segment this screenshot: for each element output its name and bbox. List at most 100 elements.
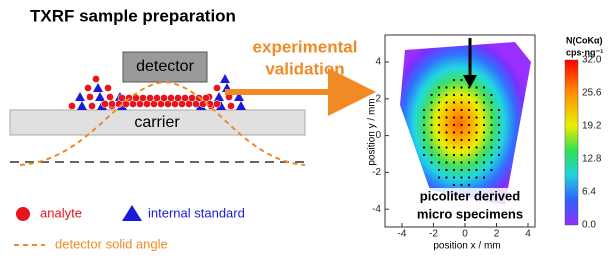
specimen-dot — [430, 116, 432, 118]
specimen-dot — [483, 116, 485, 118]
specimen-dot — [445, 169, 447, 171]
y-tick-label: -2 — [372, 167, 381, 178]
specimen-dot — [453, 109, 455, 111]
specimen-dot — [483, 161, 485, 163]
analyte-particle — [227, 102, 234, 109]
specimen-dot — [460, 101, 462, 103]
specimen-dot — [460, 109, 462, 111]
specimen-dot — [460, 139, 462, 141]
specimen-dot — [438, 124, 440, 126]
x-axis-label: position x / mm — [433, 241, 500, 252]
analyte-particle — [92, 75, 99, 82]
specimen-dot — [460, 124, 462, 126]
specimen-dot — [468, 161, 470, 163]
specimen-dot — [430, 161, 432, 163]
specimen-dot — [490, 139, 492, 141]
specimen-dot — [438, 139, 440, 141]
specimen-dot — [460, 131, 462, 133]
specimen-dot — [468, 94, 470, 96]
analyte-particle — [104, 84, 111, 91]
specimen-dot — [460, 146, 462, 148]
specimen-dot — [445, 116, 447, 118]
analyte-symbol — [16, 207, 30, 221]
specimen-dot — [475, 86, 477, 88]
analyte-particle — [84, 84, 91, 91]
colorbar-tick-label: 19.2 — [582, 121, 602, 132]
legend-solid-angle: detector solid angle — [55, 236, 168, 251]
specimen-dot — [438, 86, 440, 88]
figure: TXRF sample preparation detector carrier… — [0, 0, 611, 263]
specimen-dot — [468, 124, 470, 126]
specimen-dot — [460, 116, 462, 118]
specimen-dot — [490, 161, 492, 163]
analyte-particle — [86, 93, 93, 100]
colorbar — [565, 60, 578, 225]
analyte-particle — [213, 100, 220, 107]
specimen-dot — [460, 169, 462, 171]
specimen-dot — [460, 184, 462, 186]
specimen-dot — [438, 154, 440, 156]
specimen-dot — [475, 176, 477, 178]
specimen-dot — [498, 154, 500, 156]
specimen-dot — [483, 176, 485, 178]
specimen-dot — [445, 124, 447, 126]
specimen-dot — [445, 109, 447, 111]
specimen-dot — [460, 154, 462, 156]
x-tick-label: 2 — [494, 229, 500, 240]
analyte-particle — [213, 84, 220, 91]
specimen-dot — [453, 101, 455, 103]
specimen-dot — [468, 176, 470, 178]
specimen-dot — [423, 116, 425, 118]
specimen-dot — [483, 146, 485, 148]
standard-particle — [93, 83, 103, 92]
carrier-label: carrier — [134, 114, 180, 131]
specimen-dot — [468, 116, 470, 118]
specimen-dot — [475, 146, 477, 148]
specimen-dot — [490, 169, 492, 171]
specimen-dot — [430, 146, 432, 148]
specimen-dot — [475, 124, 477, 126]
specimen-dot — [423, 146, 425, 148]
specimen-dot — [423, 139, 425, 141]
standard-particle — [95, 92, 105, 101]
specimen-dot — [423, 109, 425, 111]
specimen-dot — [498, 109, 500, 111]
specimen-dot — [445, 101, 447, 103]
specimen-dot — [438, 169, 440, 171]
specimen-dot — [438, 146, 440, 148]
specimen-dot — [490, 124, 492, 126]
colorbar-title: N(CoKα) — [566, 35, 603, 45]
specimen-dot — [498, 139, 500, 141]
specimen-dot — [475, 161, 477, 163]
specimen-dot — [475, 131, 477, 133]
specimen-dot — [483, 139, 485, 141]
x-tick-label: 4 — [525, 229, 531, 240]
specimen-dot — [445, 131, 447, 133]
specimen-dot — [483, 169, 485, 171]
specimen-dot — [445, 176, 447, 178]
analyte-particle — [88, 102, 95, 109]
specimen-dot — [453, 146, 455, 148]
specimen-dot — [430, 131, 432, 133]
specimen-dot — [430, 109, 432, 111]
analyte-particle — [101, 100, 108, 107]
specimen-dot — [430, 94, 432, 96]
specimen-dot — [460, 161, 462, 163]
specimen-dot — [490, 101, 492, 103]
specimen-dot — [453, 154, 455, 156]
specimen-dot — [483, 86, 485, 88]
specimen-dot — [483, 124, 485, 126]
standard-particle — [75, 92, 85, 101]
specimen-dot — [460, 79, 462, 81]
specimen-dot — [475, 109, 477, 111]
specimen-dot — [423, 154, 425, 156]
colorbar-tick-label: 0.0 — [582, 220, 596, 231]
specimen-dot — [460, 176, 462, 178]
specimen-dot — [490, 154, 492, 156]
specimen-dot — [483, 109, 485, 111]
specimen-dot — [453, 94, 455, 96]
specimen-dot — [445, 139, 447, 141]
specimen-dot — [430, 139, 432, 141]
specimen-dot — [498, 124, 500, 126]
specimen-dot — [453, 124, 455, 126]
